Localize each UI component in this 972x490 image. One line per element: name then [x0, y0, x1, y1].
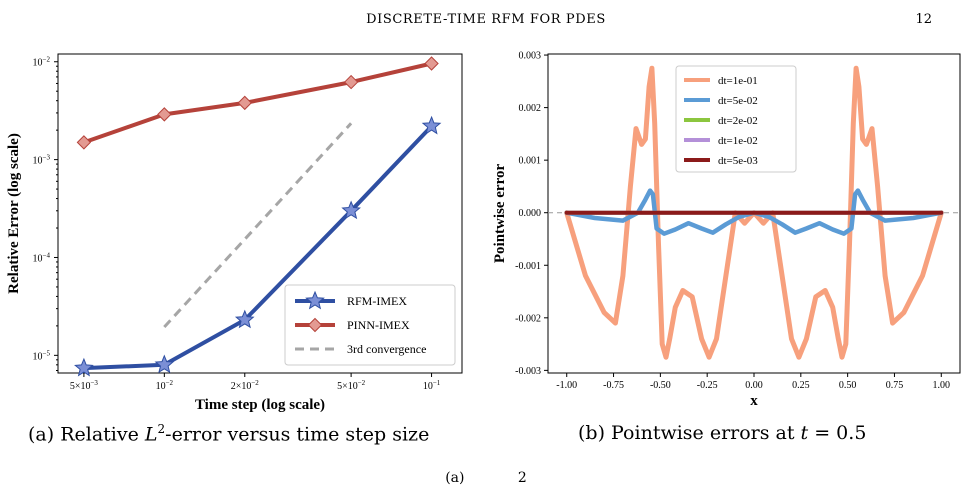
x-tick-label: 1.00: [933, 380, 951, 391]
data-point-star: [74, 357, 94, 377]
data-point-star: [234, 309, 255, 329]
y-tick-label: -0.003: [515, 366, 541, 377]
caption-b: (b) Pointwise errors at t = 0.5: [578, 422, 866, 444]
y-tick-label: 10−5: [33, 349, 51, 362]
x-tick-label: 2×10−2: [231, 379, 260, 392]
y-tick-label: 0.002: [519, 103, 542, 114]
x-tick-label: -0.25: [697, 380, 718, 391]
legend-label: dt=1e-01: [718, 75, 758, 87]
series-line: [83, 61, 433, 145]
x-tick-label: -0.50: [650, 380, 671, 391]
y-axis-label: Pointwise error: [492, 164, 508, 264]
legend-marker-star: [305, 290, 325, 310]
caption-a-math: L: [144, 423, 158, 446]
y-tick-label: 0.000: [519, 208, 542, 219]
legend-box: [284, 284, 456, 366]
x-tick-label: -0.75: [603, 380, 624, 391]
caption-a-sup: 2: [157, 422, 166, 436]
x-tick-label: 5×10−2: [337, 379, 366, 392]
legend-label: PINN-IMEX: [347, 318, 410, 332]
caption-a-text-1: Relative: [60, 423, 145, 446]
x-axis-label: x: [750, 393, 758, 409]
caption-a-text-2: -error versus time step size: [165, 423, 430, 446]
caption-b-math: t: [800, 422, 809, 444]
data-point-diamond: [157, 107, 172, 122]
data-point-star: [341, 200, 361, 220]
caption-a-label: (a): [28, 423, 55, 446]
x-tick-label: 0.25: [792, 380, 810, 391]
x-tick-label: 10−1: [423, 379, 441, 392]
series-line: [163, 122, 353, 329]
page-header: DISCRETE-TIME RFM FOR PDES 12: [0, 0, 972, 40]
y-tick-label: -0.002: [515, 313, 541, 324]
legend-box: [675, 65, 797, 173]
legend-label: dt=1e-02: [718, 135, 758, 147]
x-axis-label: Time step (log scale): [195, 397, 325, 413]
y-tick-label: 0.003: [519, 51, 542, 62]
data-point-diamond: [424, 56, 439, 71]
legend-label: dt=2e-02: [718, 115, 758, 127]
legend-label: dt=5e-03: [718, 155, 758, 167]
page-number: 12: [915, 12, 932, 27]
y-tick-label: 10−3: [33, 154, 51, 167]
y-tick-label: 10−4: [33, 251, 51, 264]
x-tick-label: 0.75: [886, 380, 904, 391]
y-tick-label: 10−2: [33, 56, 51, 69]
legend-label: RFM-IMEX: [347, 294, 407, 308]
chart-relative-error: 5×10−3 10−2 2×10−2 5×10−2 10−1 10−5 10−4 10−3 10…: [6, 53, 463, 413]
y-axis-label: Relative Error (log scale): [6, 133, 22, 294]
legend-label: 3rd convergence: [347, 342, 426, 356]
x-tick-label: 10−2: [156, 379, 174, 392]
legend-marker-diamond: [307, 317, 323, 333]
x-tick-label: 0.00: [745, 380, 763, 391]
y-tick-label: -0.001: [515, 261, 541, 272]
bottom-caption-fragment: (a) 2: [445, 470, 527, 486]
caption-b-value: = 0.5: [808, 422, 867, 444]
data-point-diamond: [343, 74, 359, 90]
caption-b-label: (b): [578, 422, 605, 444]
x-tick-label: 0.50: [839, 380, 857, 391]
running-head: DISCRETE-TIME RFM FOR PDES: [366, 12, 606, 27]
plot-frame: [57, 53, 463, 374]
caption-a: (a) Relative L2-error versus time step s…: [28, 422, 429, 445]
caption-b-text: Pointwise errors at: [611, 422, 801, 444]
data-point-star: [154, 354, 175, 374]
chart-pointwise-error: -1.00 -0.75 -0.50 -0.25 0.00 0.25 0.50 0.75 1.00…: [492, 51, 961, 409]
data-point-diamond: [76, 135, 92, 150]
data-point-star: [421, 115, 442, 135]
data-point-diamond: [237, 95, 252, 111]
x-tick-label: 5×10−3: [70, 379, 99, 392]
x-tick-label: -1.00: [556, 380, 577, 391]
y-tick-label: 0.001: [519, 156, 542, 167]
legend-label: dt=5e-02: [718, 95, 758, 107]
